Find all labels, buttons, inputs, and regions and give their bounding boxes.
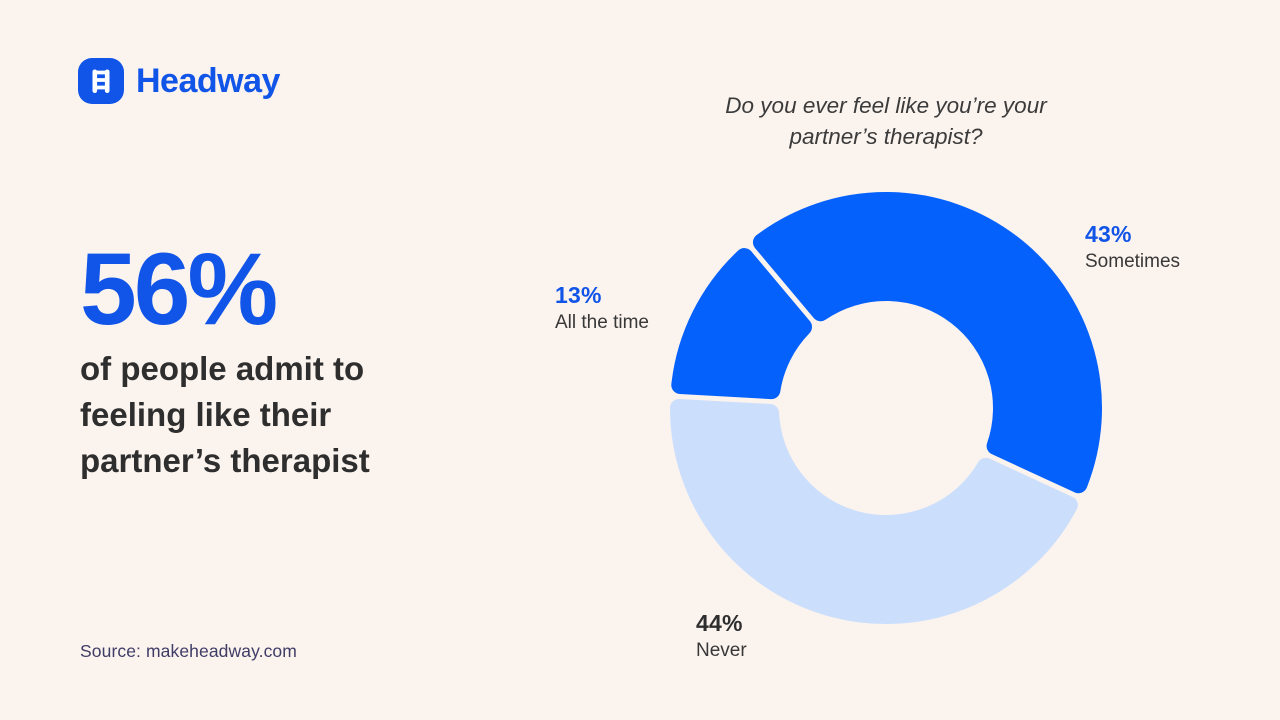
headway-ladder-icon xyxy=(78,58,124,104)
slice-name-sometimes: Sometimes xyxy=(1085,251,1181,272)
stat-block: 56% of people admit to feeling like thei… xyxy=(80,238,370,484)
brand-wordmark: Headway xyxy=(136,61,280,100)
donut-slice-all-the-time xyxy=(671,248,813,400)
slice-name-all-the-time: All the time xyxy=(555,312,649,333)
slice-label-sometimes: 43% Sometimes xyxy=(1085,220,1180,274)
slice-pct-all-the-time: 13% xyxy=(555,282,602,308)
donut-slice-sometimes xyxy=(752,192,1102,494)
slice-pct-never: 44% xyxy=(696,610,743,636)
slice-label-never: 44% Never xyxy=(696,609,747,663)
stat-value: 56% xyxy=(80,232,278,346)
stat-description: of people admit to feeling like their pa… xyxy=(80,350,370,479)
brand-header: Headway xyxy=(78,58,280,104)
slice-pct-sometimes: 43% xyxy=(1085,221,1132,247)
source-text: Source: makeheadway.com xyxy=(80,641,297,661)
slice-name-never: Never xyxy=(696,640,747,661)
chart-title: Do you ever feel like you’re your partne… xyxy=(725,93,1047,149)
donut-slice-never xyxy=(670,398,1078,624)
slice-label-all-the-time: 13% All the time xyxy=(555,281,649,335)
